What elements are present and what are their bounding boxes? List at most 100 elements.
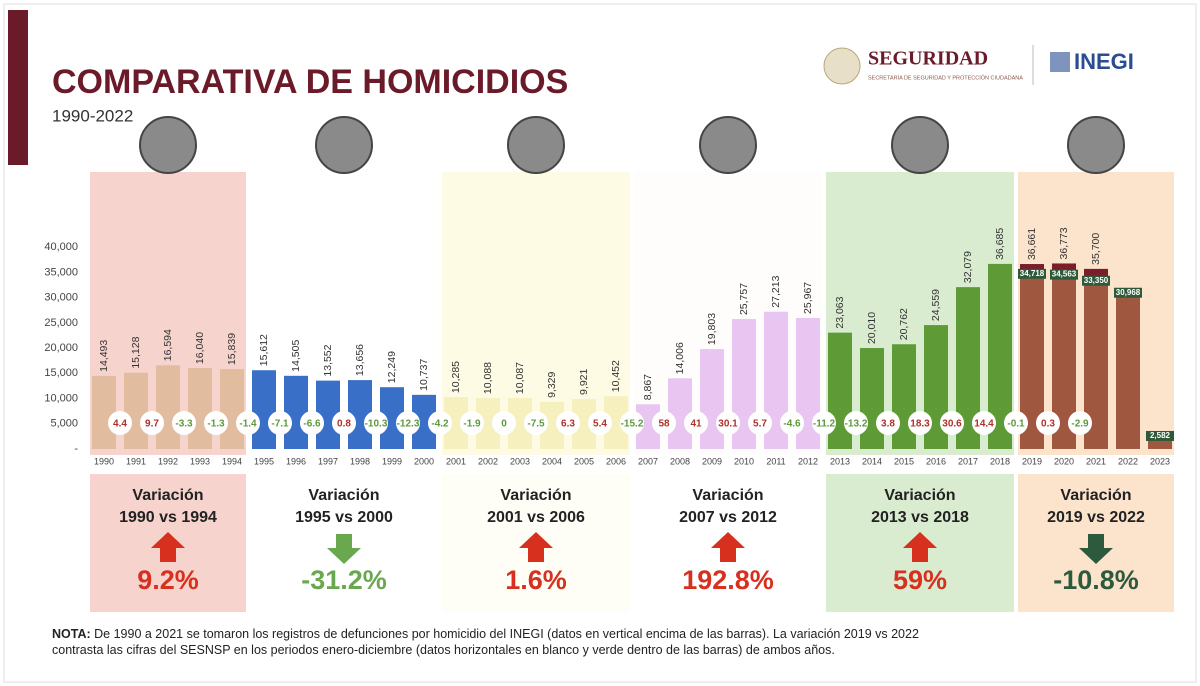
x-tick-label: 1991 [126, 456, 146, 466]
change-label: 5.4 [593, 419, 607, 430]
x-tick-label: 2000 [414, 456, 434, 466]
x-tick-label: 2008 [670, 456, 690, 466]
period-range: 1995 vs 2000 [295, 509, 393, 526]
x-tick-label: 1993 [190, 456, 210, 466]
x-tick-label: 2016 [926, 456, 946, 466]
period-change: -10.8% [1053, 565, 1139, 595]
change-arrow [327, 534, 361, 564]
period-background [442, 172, 630, 455]
x-tick-label: 1995 [254, 456, 274, 466]
portrait [139, 116, 197, 174]
change-badge [1068, 411, 1092, 435]
portrait [891, 116, 949, 174]
x-tick-label: 2007 [638, 456, 658, 466]
bar [668, 378, 692, 449]
x-tick-label: 2001 [446, 456, 466, 466]
change-badge [460, 411, 484, 435]
value-label: 14,493 [98, 340, 110, 372]
x-tick-label: 2022 [1118, 456, 1138, 466]
change-label: -1.4 [239, 419, 257, 430]
value-label: 24,559 [930, 289, 942, 321]
period-change: 192.8% [682, 565, 774, 595]
value-label-sesnsp: 30,968 [1116, 288, 1141, 297]
change-label: -6.6 [303, 419, 321, 430]
value-label: 10,088 [482, 362, 494, 394]
x-tick-label: 2021 [1086, 456, 1106, 466]
period-label: Variación [692, 487, 763, 504]
change-label: -1.3 [207, 419, 225, 430]
change-badge [684, 411, 708, 435]
change-badge [332, 411, 356, 435]
period-label: Variación [1060, 487, 1131, 504]
x-tick-label: 2019 [1022, 456, 1042, 466]
x-tick-label: 1997 [318, 456, 338, 466]
bar [156, 365, 180, 449]
change-badge [652, 411, 676, 435]
change-badge [204, 411, 228, 435]
bar [92, 375, 116, 449]
logo-seguridad: SEGURIDAD [868, 48, 988, 70]
chart-title: COMPARATIVA DE HOMICIDIOS [52, 63, 568, 101]
y-tick-label: 10,000 [44, 392, 78, 404]
change-label: -12.3 [397, 419, 420, 430]
change-badge [716, 411, 740, 435]
period-change: 1.6% [505, 565, 567, 595]
change-label: 9.7 [145, 419, 159, 430]
x-tick-label: 2011 [766, 456, 785, 466]
change-label: -7.5 [527, 419, 545, 430]
note: NOTA: De 1990 a 2021 se tomaron los regi… [52, 626, 932, 658]
change-label: 6.3 [561, 419, 575, 430]
change-badge [492, 411, 516, 435]
x-tick-label: 2010 [734, 456, 754, 466]
value-label: 16,040 [194, 332, 206, 364]
period-label: Variación [884, 487, 955, 504]
value-label: 25,757 [738, 283, 750, 315]
change-badge [300, 411, 324, 435]
change-arrow [151, 532, 185, 562]
change-badge [876, 411, 900, 435]
period-label: Variación [500, 487, 571, 504]
note-label: NOTA: [52, 627, 91, 641]
change-badge [236, 411, 260, 435]
portrait [699, 116, 757, 174]
change-badge [1004, 411, 1028, 435]
value-label: 15,839 [226, 333, 238, 365]
bar [188, 368, 212, 449]
bar [700, 349, 724, 449]
value-label: 35,700 [1090, 233, 1102, 265]
period-range: 2001 vs 2006 [487, 509, 585, 526]
value-label: 10,452 [610, 360, 622, 392]
change-badge [620, 411, 644, 435]
x-tick-label: 1990 [94, 456, 114, 466]
value-label-box [1018, 268, 1046, 279]
change-label: -2.9 [1071, 419, 1089, 430]
value-label: 10,737 [418, 359, 430, 391]
bar [860, 348, 884, 449]
bar [284, 375, 308, 449]
change-label: 30.6 [942, 419, 962, 430]
change-label: 30.1 [718, 419, 738, 430]
bar [124, 372, 148, 449]
period-background [634, 172, 822, 455]
y-tick-label: 25,000 [44, 317, 78, 329]
change-badge [908, 411, 932, 435]
value-label: 36,773 [1058, 227, 1070, 259]
value-label-sesnsp: 33,350 [1084, 276, 1109, 285]
x-tick-label: 2003 [510, 456, 530, 466]
value-label: 20,010 [866, 312, 878, 344]
change-label: 4.4 [113, 419, 127, 430]
change-badge [396, 411, 420, 435]
change-badge [172, 411, 196, 435]
bar [892, 344, 916, 449]
x-tick-label: 1992 [158, 456, 178, 466]
x-tick-label: 2002 [478, 456, 498, 466]
portrait [315, 116, 373, 174]
value-label: 15,612 [258, 334, 270, 366]
period-range: 2007 vs 2012 [679, 509, 777, 526]
emblem [823, 47, 861, 85]
period-range: 2013 vs 2018 [871, 509, 969, 526]
change-label: -3.3 [175, 419, 193, 430]
change-arrow [903, 532, 937, 562]
change-label: 3.8 [881, 419, 895, 430]
bar [252, 370, 276, 449]
